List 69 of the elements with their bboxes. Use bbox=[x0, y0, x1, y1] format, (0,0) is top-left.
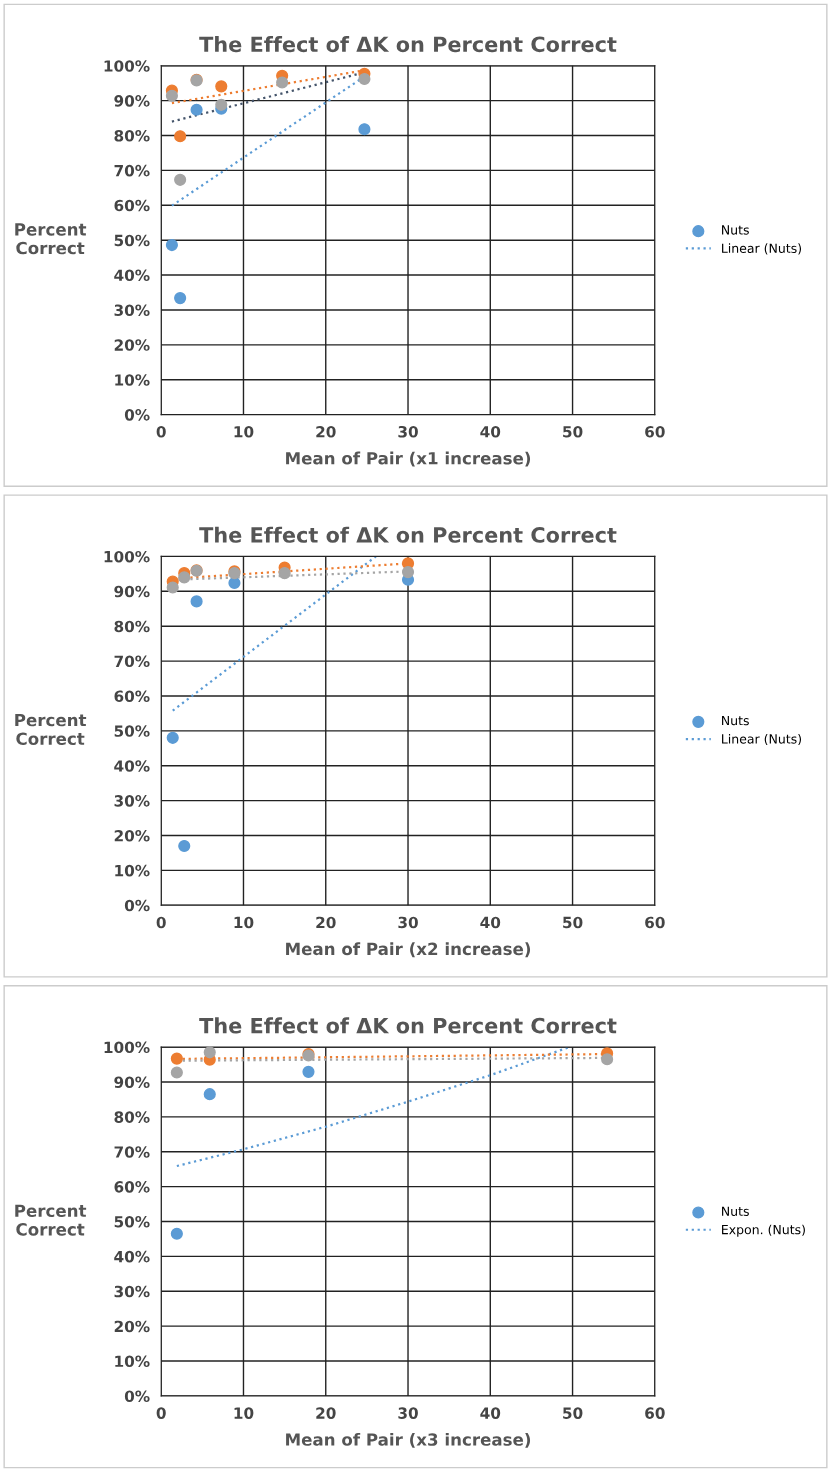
y-tick-label: 70% bbox=[114, 1146, 150, 1158]
x-tick-label: 50 bbox=[563, 425, 583, 438]
legend-label: Nuts bbox=[722, 716, 749, 726]
y-tick-label: 50% bbox=[114, 234, 150, 247]
y-tick-label: 80% bbox=[114, 1111, 150, 1123]
y-tick-label: 60% bbox=[114, 1181, 150, 1193]
y-tick-label: 0% bbox=[124, 409, 150, 421]
y-tick-label: 40% bbox=[114, 760, 150, 772]
chart-title: The Effect of ΔK on Percent Correct bbox=[199, 36, 617, 53]
y-tick-label: 90% bbox=[114, 1076, 150, 1088]
x-tick-label: 60 bbox=[645, 425, 665, 438]
x-tick-label: 10 bbox=[234, 916, 254, 929]
y-tick-label: 70% bbox=[114, 655, 150, 668]
x-tick-label: 0 bbox=[156, 1407, 166, 1419]
x-tick-label: 50 bbox=[563, 1407, 583, 1419]
y-tick-label: 30% bbox=[114, 304, 150, 316]
y-tick-label: 20% bbox=[114, 339, 150, 351]
y-tick-label: 70% bbox=[114, 164, 150, 177]
y-tick-label: 30% bbox=[114, 1285, 150, 1298]
x-tick-label: 40 bbox=[480, 916, 501, 929]
y-tick-label: 60% bbox=[114, 199, 150, 212]
y-tick-label: 60% bbox=[114, 690, 150, 702]
y-tick-label: 80% bbox=[114, 129, 150, 142]
x-tick-label: 60 bbox=[645, 916, 665, 929]
y-tick-label: 100% bbox=[104, 550, 150, 563]
y-tick-label: 50% bbox=[114, 1215, 150, 1228]
y-axis-title: Percent Correct bbox=[15, 713, 87, 746]
y-tick-label: 40% bbox=[114, 1250, 150, 1263]
y-tick-label: 20% bbox=[114, 829, 150, 842]
x-tick-label: 20 bbox=[316, 916, 336, 929]
x-tick-label: 40 bbox=[480, 425, 501, 438]
y-axis-title: Percent Correct bbox=[15, 223, 87, 255]
y-tick-label: 0% bbox=[124, 1390, 150, 1402]
y-tick-label: 90% bbox=[114, 585, 150, 598]
y-tick-label: 90% bbox=[114, 95, 150, 107]
y-tick-label: 10% bbox=[115, 374, 150, 386]
x-axis-title: Mean of Pair (x2 increase) bbox=[286, 942, 531, 958]
y-tick-label: 100% bbox=[104, 60, 150, 72]
y-tick-label: 80% bbox=[114, 620, 150, 633]
y-tick-label: 20% bbox=[114, 1320, 150, 1333]
y-tick-label: 10% bbox=[115, 1355, 150, 1368]
y-tick-label: 0% bbox=[124, 899, 150, 912]
x-tick-label: 10 bbox=[234, 1407, 254, 1419]
y-tick-label: 30% bbox=[114, 795, 150, 807]
x-axis-title: Mean of Pair (x3 increase) bbox=[286, 1432, 531, 1448]
x-axis-title: Mean of Pair (x1 increase) bbox=[286, 451, 531, 467]
x-tick-label: 0 bbox=[156, 425, 166, 438]
x-tick-label: 40 bbox=[480, 1407, 501, 1419]
x-tick-label: 60 bbox=[645, 1407, 665, 1419]
x-tick-label: 20 bbox=[316, 425, 336, 438]
legend-label: Nuts bbox=[722, 1206, 749, 1216]
legend-label: Nuts bbox=[722, 225, 749, 235]
y-tick-label: 50% bbox=[114, 725, 150, 737]
chart-title: The Effect of ΔK on Percent Correct bbox=[199, 526, 617, 543]
x-tick-label: 20 bbox=[316, 1407, 336, 1419]
x-tick-label: 30 bbox=[398, 1407, 418, 1419]
x-tick-label: 0 bbox=[156, 916, 166, 929]
x-tick-label: 10 bbox=[234, 425, 254, 438]
x-tick-label: 30 bbox=[398, 916, 418, 929]
y-tick-label: 10% bbox=[115, 864, 150, 877]
x-tick-label: 50 bbox=[563, 916, 583, 929]
y-axis-title: Percent Correct bbox=[15, 1204, 87, 1236]
legend-label: Linear (Nuts) bbox=[722, 243, 802, 255]
x-tick-label: 30 bbox=[398, 425, 418, 438]
y-tick-label: 40% bbox=[114, 269, 150, 282]
y-tick-label: 100% bbox=[104, 1041, 150, 1054]
chart-title: The Effect of ΔK on Percent Correct bbox=[199, 1017, 617, 1034]
legend-label: Expon. (Nuts) bbox=[722, 1224, 805, 1237]
legend-label: Linear (Nuts) bbox=[722, 733, 802, 746]
